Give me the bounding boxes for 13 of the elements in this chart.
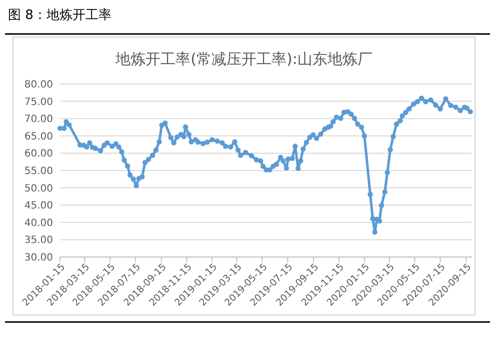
y-tick-label: 80.00	[24, 80, 53, 90]
y-tick-label: 75.00	[24, 96, 53, 108]
y-tick-label: 45.00	[24, 200, 53, 212]
y-tick-label: 60.00	[24, 148, 53, 160]
chart-subtitle: 地炼开工率(常减压开工率):山东地炼厂	[114, 50, 372, 68]
y-tick-label: 65.00	[24, 131, 53, 142]
y-tick-label: 70.00	[24, 114, 53, 126]
y-tick-label: 35.00	[24, 235, 53, 246]
y-tick-label: 40.00	[24, 218, 53, 229]
chart-title: 图 8：地炼开工率	[8, 7, 112, 23]
y-tick-label: 30.00	[24, 252, 53, 264]
y-tick-label: 50.00	[24, 183, 53, 194]
y-tick-label: 55.00	[24, 166, 53, 177]
